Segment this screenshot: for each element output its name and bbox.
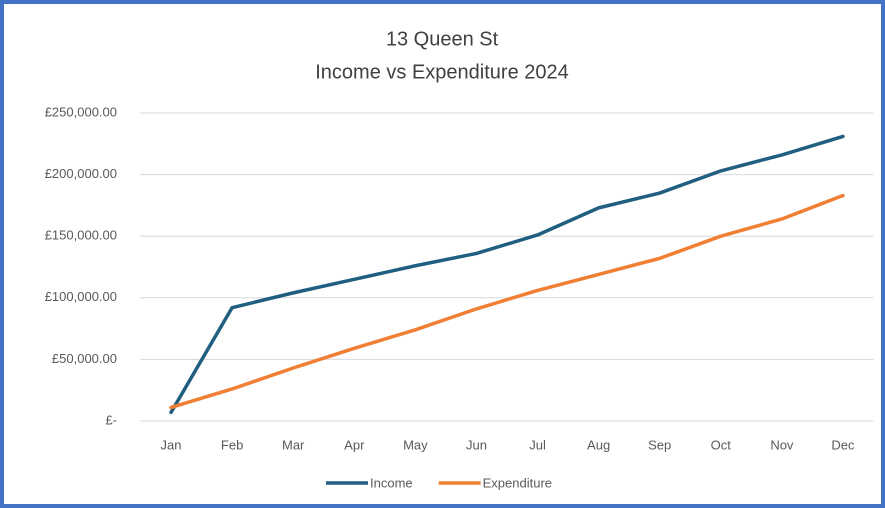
x-tick-label: Oct	[711, 437, 732, 452]
x-tick-label: Dec	[831, 437, 855, 452]
x-tick-label: Apr	[344, 437, 365, 452]
x-tick-label: Jul	[529, 437, 546, 452]
y-tick-label: £200,000.00	[45, 166, 117, 181]
chart-title: 13 Queen St	[386, 28, 499, 50]
x-tick-label: Mar	[282, 437, 305, 452]
y-tick-label: £150,000.00	[45, 228, 117, 243]
y-tick-label: £100,000.00	[45, 289, 117, 304]
y-tick-label: £-	[105, 412, 117, 427]
x-tick-label: Aug	[587, 437, 610, 452]
y-tick-label: £50,000.00	[52, 351, 117, 366]
series-line	[169, 193, 845, 410]
x-tick-label: Sep	[648, 437, 671, 452]
chart-subtitle: Income vs Expenditure 2024	[315, 61, 569, 83]
x-tick-label: Nov	[770, 437, 794, 452]
series-line	[169, 134, 845, 415]
legend-label: Expenditure	[483, 475, 552, 490]
legend-label: Income	[370, 475, 413, 490]
x-tick-label: May	[403, 437, 428, 452]
y-tick-label: £250,000.00	[45, 104, 117, 119]
x-tick-label: Jan	[161, 437, 182, 452]
x-tick-label: Jun	[466, 437, 487, 452]
x-tick-label: Feb	[221, 437, 243, 452]
